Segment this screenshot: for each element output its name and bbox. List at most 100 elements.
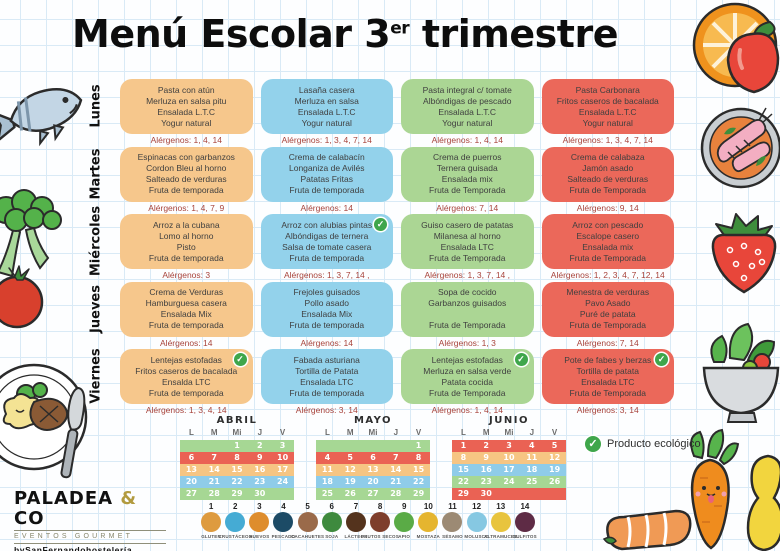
card-allergens: Alérgenos: 3, 14 xyxy=(295,405,358,415)
allergen-label: GLUTEN xyxy=(201,534,221,539)
card-allergens: Alérgenos: 7, 14 xyxy=(576,337,639,348)
calendar-day: 20 xyxy=(367,477,379,486)
allergen-label: CRUSTÁCEOS xyxy=(218,534,252,539)
calendar-day: 30 xyxy=(254,489,266,498)
calendar-day: 3 xyxy=(279,441,286,450)
card-allergens: Alérgenos: 14 xyxy=(300,202,353,213)
calendar-day: 7 xyxy=(393,453,399,462)
calendar-day: 17 xyxy=(503,465,515,474)
allergen-icon-sesamo xyxy=(442,512,463,532)
allergen-label: CACAHUETES xyxy=(291,534,325,539)
allergen-number: 3 xyxy=(257,502,262,511)
calendar-day: 19 xyxy=(344,477,356,486)
allergen-icon-mostaza xyxy=(418,512,439,532)
calendar-day xyxy=(271,488,294,500)
check-icon: ✓ xyxy=(588,437,598,450)
calendar-day: 8 xyxy=(415,453,422,462)
calendar-day: 22 xyxy=(457,477,469,486)
card-text: Guiso casero de patatas Milanesa al horn… xyxy=(421,219,514,263)
calendar-day: 27 xyxy=(367,489,379,498)
calendar-day: 1 xyxy=(415,441,422,450)
calendar-day: 4 xyxy=(324,453,331,462)
calendar-week-row: 20 21 22 23 24 xyxy=(180,476,294,488)
allergen-icon-gluten xyxy=(201,512,222,532)
title-prefix: Menú Escolar 3 xyxy=(72,12,391,56)
menu-card: Fabada asturiana Tortilla de Patata Ensa… xyxy=(260,349,393,404)
menu-card: Crema de Verduras Hamburguesa casera Ens… xyxy=(120,281,253,337)
title-superscript: er xyxy=(390,18,410,39)
allergen-label: APIO xyxy=(398,534,411,539)
calendar-day: 17 xyxy=(277,465,289,474)
salad-bowl-icon xyxy=(702,322,780,423)
calendar-day: 28 xyxy=(390,489,402,498)
calendar-day: 6 xyxy=(188,453,195,462)
calendar-day: 6 xyxy=(370,453,376,462)
weekday: J xyxy=(257,428,263,437)
divider xyxy=(14,543,166,544)
card-allergens: Alérgenos: 1, 4, 14 xyxy=(431,135,503,145)
allergen-legend-item: 11 SÉSAMO xyxy=(440,502,464,539)
calendar-day: 24 xyxy=(277,477,289,486)
calendar-day: 8 xyxy=(234,453,240,462)
card-text: Crema de calabaza Jamón asado Salteado d… xyxy=(567,152,649,195)
weekday: L xyxy=(188,428,194,437)
card-allergens: Alérgenos: 1, 4, 14 xyxy=(150,135,222,145)
card-text: Crema de calabacín Longaniza de Avilés P… xyxy=(288,152,365,195)
calendar-day: 3 xyxy=(506,441,512,450)
calendar-week-row: 1 2 3 xyxy=(180,440,294,452)
menu-card: Crema de puerros Ternera guisada Ensalad… xyxy=(401,146,534,202)
allergen-number: 11 xyxy=(448,502,457,511)
check-icon: ✓ xyxy=(657,354,666,364)
card-text: Lasaña casera Merluza en salsa Ensalada … xyxy=(294,84,359,128)
calendar-day: 2 xyxy=(483,441,489,450)
allergen-label: LÁCTEOS xyxy=(344,534,368,539)
calendar-day: 13 xyxy=(185,465,197,474)
allergen-number: 4 xyxy=(281,502,286,511)
calendar-week-row: 25 26 27 28 29 xyxy=(316,488,430,500)
apple-icon xyxy=(726,20,780,94)
eco-badge-icon: ✓ xyxy=(374,218,387,231)
allergen-legend-item: 8 FRUTOS SECOS xyxy=(361,502,399,539)
weekday: L xyxy=(460,428,466,437)
allergen-icon-apio xyxy=(394,512,415,532)
allergen-legend-item: 4 PESCADO xyxy=(271,502,295,539)
card-allergens: Alérgenos: 14 xyxy=(300,337,353,348)
allergen-number: 8 xyxy=(377,502,383,511)
calendar-week-row: 22 23 24 25 26 xyxy=(452,476,566,488)
card-allergens: Alérgenos: 1, 3, 7, 14 , xyxy=(424,270,511,280)
divider xyxy=(14,530,166,531)
calendar-week-row: 18 19 20 21 22 xyxy=(316,476,430,488)
weekday: Mi xyxy=(504,428,514,437)
calendar-day: 7 xyxy=(211,453,217,462)
card-text: Sopa de cocido Garbanzos guisados Fruta … xyxy=(428,287,507,330)
calendar-weekday-header: L M Mi J V xyxy=(452,428,566,439)
calendar-day: 22 xyxy=(413,477,425,486)
weekday: M xyxy=(482,428,490,437)
card-text: Lentejas estofadas Merluza en salsa verd… xyxy=(423,354,512,398)
allergen-legend-item: 10 MOSTAZA xyxy=(416,502,440,539)
calendar-weekday-header: L M Mi J V xyxy=(180,428,294,439)
allergen-icon-crustaceos xyxy=(225,512,246,532)
title-suffix: trimestre xyxy=(409,12,619,56)
allergen-label: MOLUSCO xyxy=(464,534,489,539)
menu-card: Menestra de verduras Pavo Asado Puré de … xyxy=(541,281,674,337)
card-allergens: Alérgenos: 9, 14 xyxy=(576,202,639,213)
calendar-month-title: ABRIL xyxy=(216,415,258,426)
eco-badge-icon: ✓ xyxy=(585,436,601,452)
calendar-day: 26 xyxy=(344,489,356,498)
card-allergens: Alérgenos: 1, 4, 7, 9 xyxy=(148,202,225,213)
allergen-number: 10 xyxy=(423,502,433,511)
weekday: J xyxy=(393,428,399,437)
weekday: M xyxy=(346,428,354,437)
card-allergens: Alérgenos: 1, 3 xyxy=(438,337,496,348)
menu-card: ✓ Lentejas estofadas Merluza en salsa ver… xyxy=(401,349,534,404)
calendar-day: 1 xyxy=(460,441,467,450)
calendar-week-row: 6 7 8 9 10 xyxy=(180,452,294,464)
shrimp-bowl-icon xyxy=(700,107,780,189)
card-text: Crema de puerros Ternera guisada Ensalad… xyxy=(429,152,506,195)
calendar-day: 9 xyxy=(483,453,489,462)
menu-card: Espinacas con garbanzos Cordon Bleu al h… xyxy=(120,146,253,202)
menu-card: Crema de calabaza Jamón asado Salteado d… xyxy=(541,146,674,202)
calendar-day: 24 xyxy=(503,477,515,486)
card-allergens: Alérgenos: 1, 3, 4, 7, 14 xyxy=(562,135,653,145)
